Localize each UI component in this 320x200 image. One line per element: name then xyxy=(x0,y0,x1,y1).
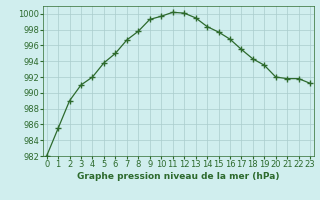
X-axis label: Graphe pression niveau de la mer (hPa): Graphe pression niveau de la mer (hPa) xyxy=(77,172,280,181)
